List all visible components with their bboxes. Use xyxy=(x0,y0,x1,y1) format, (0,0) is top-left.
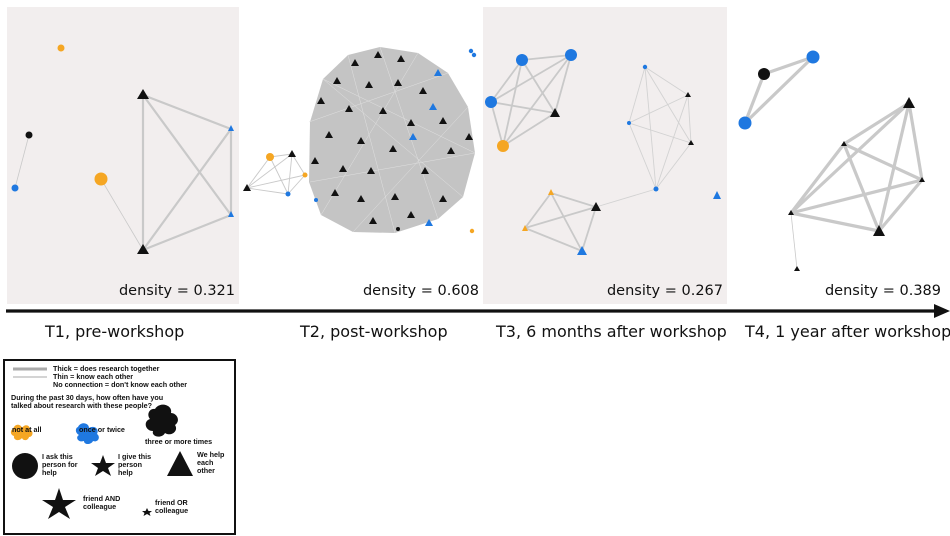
star-icon xyxy=(91,455,115,476)
legend-star: I give this person help xyxy=(118,452,152,477)
legend-box: Thick = does research together Thin = kn… xyxy=(3,359,236,535)
network-panel-t1: density = 0.321 xyxy=(7,7,239,304)
network-graph-t4 xyxy=(738,50,925,271)
legend-symbols xyxy=(10,367,193,519)
network-panel-t3: density = 0.267 xyxy=(483,7,727,304)
legend-small-star: friend OR colleague xyxy=(155,498,189,515)
small-star-icon xyxy=(142,508,152,516)
legend-circle: I ask this person for help xyxy=(42,452,78,477)
legend-three-or-more: three or more times xyxy=(145,437,213,446)
big-star-icon xyxy=(42,488,76,519)
legend-once-or-twice: once or twice xyxy=(79,425,125,434)
black-blob-icon xyxy=(145,404,178,437)
legend-question: During the past 30 days, how often have … xyxy=(11,393,164,410)
blue-blob-icon xyxy=(75,423,99,444)
network-graph-t1 xyxy=(11,44,234,254)
network-graph-t2 xyxy=(243,46,477,234)
circle-icon xyxy=(12,453,38,479)
legend-triangle: We help each other xyxy=(197,450,225,475)
legend-not-at-all: not at all xyxy=(12,425,42,434)
network-graph-t3 xyxy=(485,49,721,255)
density-label-t3: density = 0.267 xyxy=(606,283,723,299)
legend-big-star: friend AND colleague xyxy=(83,494,121,511)
orange-blob-icon xyxy=(10,424,33,441)
legend-thin: Thin = know each other xyxy=(53,372,134,381)
legend-thick: Thick = does research together xyxy=(53,364,160,373)
timeline-arrow xyxy=(6,304,950,318)
time-label-t4: T4, 1 year after workshop xyxy=(745,322,950,341)
time-label-t3: T3, 6 months after workshop xyxy=(496,322,727,341)
network-panel-t2: density = 0.608 xyxy=(243,7,483,304)
density-label-t4: density = 0.389 xyxy=(824,283,941,299)
time-label-t2: T2, post-workshop xyxy=(300,322,448,341)
triangle-icon xyxy=(167,451,193,476)
network-panel-t4: density = 0.389 xyxy=(727,7,949,304)
density-label-t1: density = 0.321 xyxy=(118,283,235,299)
time-label-t1: T1, pre-workshop xyxy=(45,322,185,341)
density-label-t2: density = 0.608 xyxy=(362,283,479,299)
legend-none: No connection = don't know each other xyxy=(53,380,188,389)
